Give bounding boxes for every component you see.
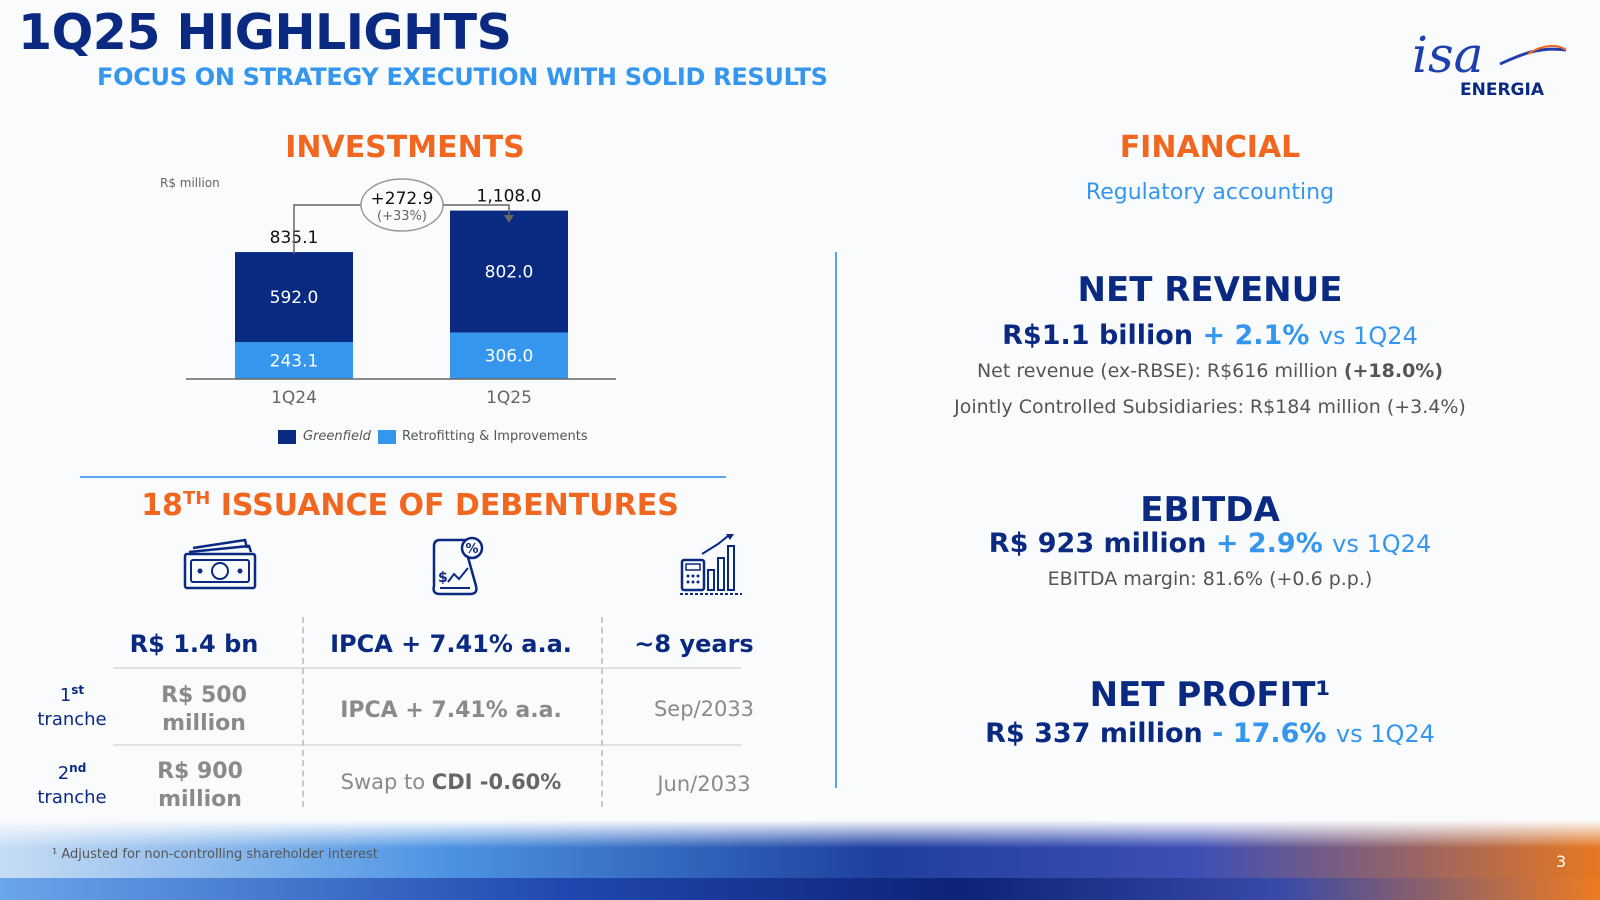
category-label: 1Q25	[486, 388, 532, 408]
money-icon	[183, 538, 257, 590]
chart-unit-label: R$ million	[160, 176, 220, 190]
tranche-1-amount: R$ 500 million	[161, 683, 247, 736]
net-revenue-title: NET REVENUE	[1077, 270, 1343, 310]
tranche-1-rate: IPCA + 7.41% a.a.	[340, 698, 562, 723]
variation-percent: (+33%)	[377, 209, 427, 224]
variation-value: +272.9	[371, 189, 434, 209]
page-title: 1Q25 HIGHLIGHTS	[18, 4, 512, 61]
legend-label-retrofitting: Retrofitting & Improvements	[402, 429, 588, 444]
financial-title: FINANCIAL	[1119, 130, 1301, 165]
tranche-2-amount: R$ 900 million	[157, 759, 243, 812]
table-column-divider-1	[302, 617, 304, 807]
debenture-total-rate: IPCA + 7.41% a.a.	[330, 630, 572, 658]
bar-greenfield-1q25	[450, 210, 568, 333]
debentures-title: 18TH ISSUANCE OF DEBENTURES	[141, 488, 679, 523]
tranche-1-maturity: Sep/2033	[653, 697, 755, 721]
net-revenue-detail-1: Net revenue (ex-RBSE): R$616 million (+1…	[976, 360, 1444, 382]
tranche-2-label: 2nd tranche	[37, 761, 107, 808]
net-revenue-value-line: R$1.1 billion + 2.1% vs 1Q24	[1002, 320, 1418, 351]
section-divider-vertical	[835, 252, 837, 788]
bar-value-label: 306.0	[485, 347, 534, 367]
investments-chart: 243.1592.0835.11Q24306.0802.01,108.01Q25…	[186, 178, 616, 408]
bar-value-label: 802.0	[485, 263, 534, 283]
ebitda-title: EBITDA	[1140, 490, 1280, 530]
investments-title: INVESTMENTS	[285, 130, 525, 165]
footnote: ¹ Adjusted for non-controlling sharehold…	[52, 847, 378, 862]
net-revenue-detail-2: Jointly Controlled Subsidiaries: R$184 m…	[954, 396, 1466, 418]
calculator-growth-icon	[680, 534, 742, 595]
tranche-2-rate: Swap to CDI -0.60%	[340, 770, 562, 794]
legend-swatch-retrofitting	[378, 430, 396, 444]
bar-value-label: 243.1	[270, 352, 319, 372]
variation-bubble	[360, 178, 444, 232]
page-subtitle: FOCUS ON STRATEGY EXECUTION WITH SOLID R…	[97, 63, 828, 91]
logo-text: ENERGIA	[1460, 80, 1544, 100]
percentage-document-icon: % $	[432, 536, 484, 596]
table-divider-2	[113, 744, 741, 746]
svg-text:%: %	[465, 542, 478, 557]
svg-text:$: $	[438, 570, 448, 586]
tranche-2-maturity: Jun/2033	[657, 772, 751, 796]
bar-retrofitting-1q24	[235, 342, 353, 379]
isa-energia-logo: isa	[1412, 26, 1567, 84]
bar-total-label: 1,108.0	[477, 187, 542, 207]
legend-label-greenfield: Greenfield	[303, 429, 371, 444]
bar-retrofitting-1q25	[450, 332, 568, 379]
ebitda-margin: EBITDA margin: 81.6% (+0.6 p.p.)	[1047, 568, 1373, 590]
footer-gradient-bar	[0, 878, 1600, 900]
tranche-1-label: 1st tranche	[37, 683, 107, 730]
table-column-divider-2	[601, 617, 603, 807]
logo-script-text: isa	[1412, 26, 1483, 84]
page-number: 3	[1556, 852, 1567, 871]
section-divider-horizontal	[80, 476, 726, 478]
debenture-term: ~8 years	[634, 630, 754, 658]
table-divider-1	[113, 667, 741, 669]
net-profit-title: NET PROFIT¹	[1089, 675, 1331, 715]
bar-greenfield-1q24	[235, 252, 353, 343]
variation-arrow-icon	[504, 215, 514, 223]
legend-swatch-greenfield	[278, 430, 296, 444]
debenture-total-amount: R$ 1.4 bn	[129, 630, 259, 658]
bar-value-label: 592.0	[270, 288, 319, 308]
financial-subtitle: Regulatory accounting	[1085, 180, 1335, 205]
ebitda-value-line: R$ 923 million + 2.9% vs 1Q24	[988, 528, 1432, 559]
category-label: 1Q24	[271, 388, 317, 408]
net-profit-value-line: R$ 337 million - 17.6% vs 1Q24	[985, 718, 1435, 749]
